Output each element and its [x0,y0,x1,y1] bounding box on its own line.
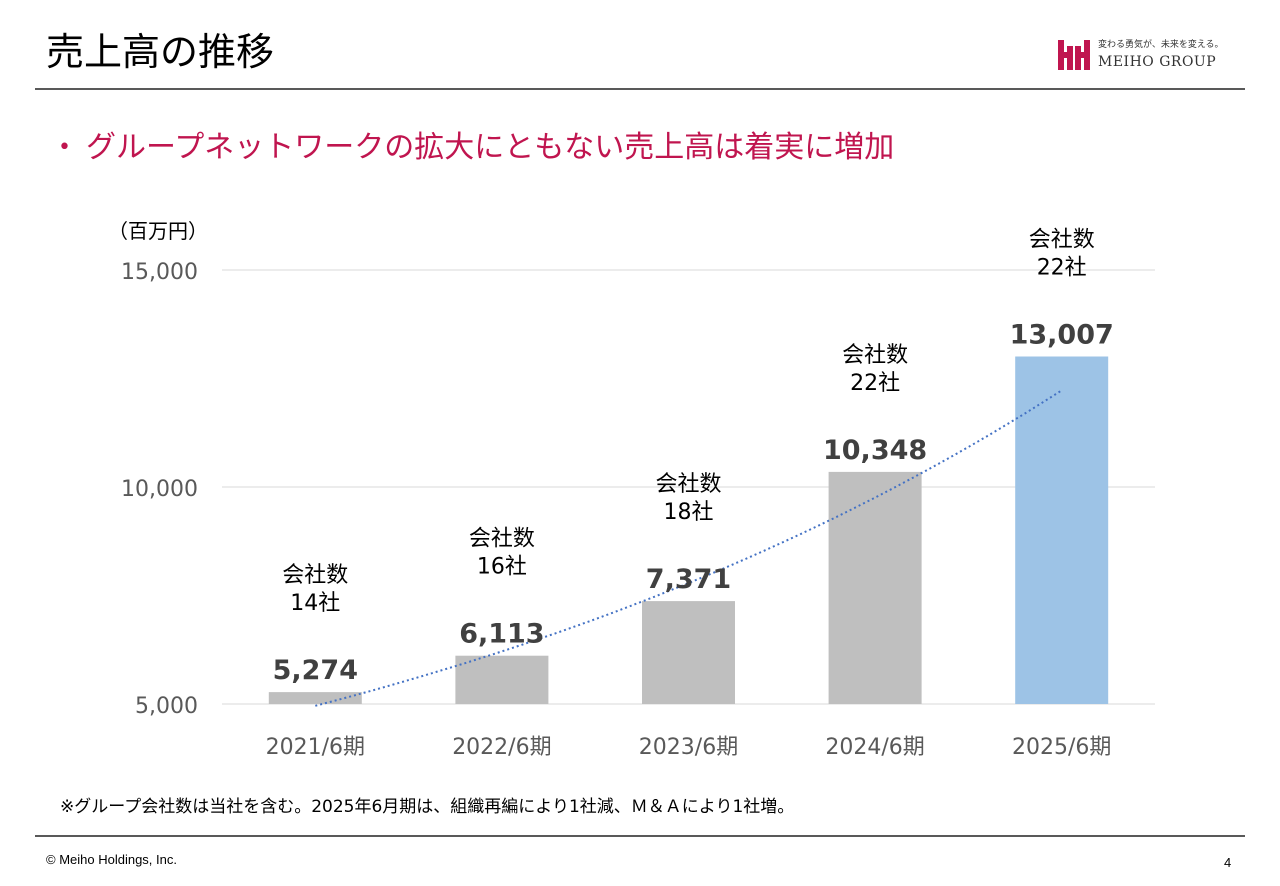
company-count-heading: 会社数 [282,563,348,588]
footnote: ※グループ会社数は当社を含む。2025年6月期は、組織再編により1社減、Ｍ＆Ａに… [60,797,795,817]
bar-value-label: 6,113 [459,619,544,650]
company-count-heading: 会社数 [655,472,721,497]
x-tick-label: 2022/6期 [452,735,551,760]
bar-value-label: 13,007 [1010,319,1114,350]
bar [268,692,362,704]
company-count-value: 22社 [850,371,900,396]
x-tick-label: 2021/6期 [266,735,365,760]
company-count-heading: 会社数 [842,343,908,368]
company-count-value: 22社 [1037,255,1087,280]
bar [828,471,922,704]
copyright: © Meiho Holdings, Inc. [46,852,177,867]
headline-text: グループネットワークの拡大にともない売上高は着実に増加 [86,130,895,165]
logo-name: MEIHO GROUP [1098,54,1217,70]
bar-value-label: 7,371 [646,564,731,595]
bar [642,601,735,704]
header-divider [35,88,1245,90]
company-count-value: 18社 [664,500,714,525]
chart-y-axis-labels: 5,000 10,000 15,000 [121,260,198,719]
chart-x-axis-labels: 2021/6期 2022/6期 2023/6期 2024/6期 2025/6期 [266,735,1112,760]
chart-bars [268,356,1109,704]
bullet-dot-icon: • [58,135,71,160]
y-tick-label: 15,000 [121,260,198,285]
company-count-value: 14社 [290,591,340,616]
bar-value-label: 5,274 [273,655,358,686]
company-count-heading: 会社数 [1029,227,1095,252]
page-title: 売上高の推移 [46,30,275,74]
bar [1015,356,1109,704]
logo-tagline: 変わる勇気が、未来を変える。 [1098,40,1224,50]
y-tick-label: 5,000 [135,694,198,719]
sales-bar-chart: 5,000 10,000 15,000 （百万円） 5,274 6,113 7,371 1… [108,219,1155,760]
meiho-group-logo: 変わる勇気が、未来を変える。 MEIHO GROUP [1058,36,1238,76]
chart-unit-label: （百万円） [108,219,208,243]
bar [455,655,549,704]
x-tick-label: 2023/6期 [639,735,738,760]
page-number: 4 [1224,855,1232,870]
company-count-value: 16社 [477,555,527,580]
headline-bullet: • グループネットワークの拡大にともない売上高は着実に増加 [58,130,894,166]
footer-divider [35,835,1245,837]
x-tick-label: 2024/6期 [825,735,924,760]
meiho-logo-icon [1058,40,1090,70]
x-tick-label: 2025/6期 [1012,735,1111,760]
company-count-heading: 会社数 [469,527,535,552]
bar-value-label: 10,348 [823,435,927,466]
y-tick-label: 10,000 [121,477,198,502]
chart-value-labels: 5,274 6,113 7,371 10,348 13,007 [273,319,1114,686]
